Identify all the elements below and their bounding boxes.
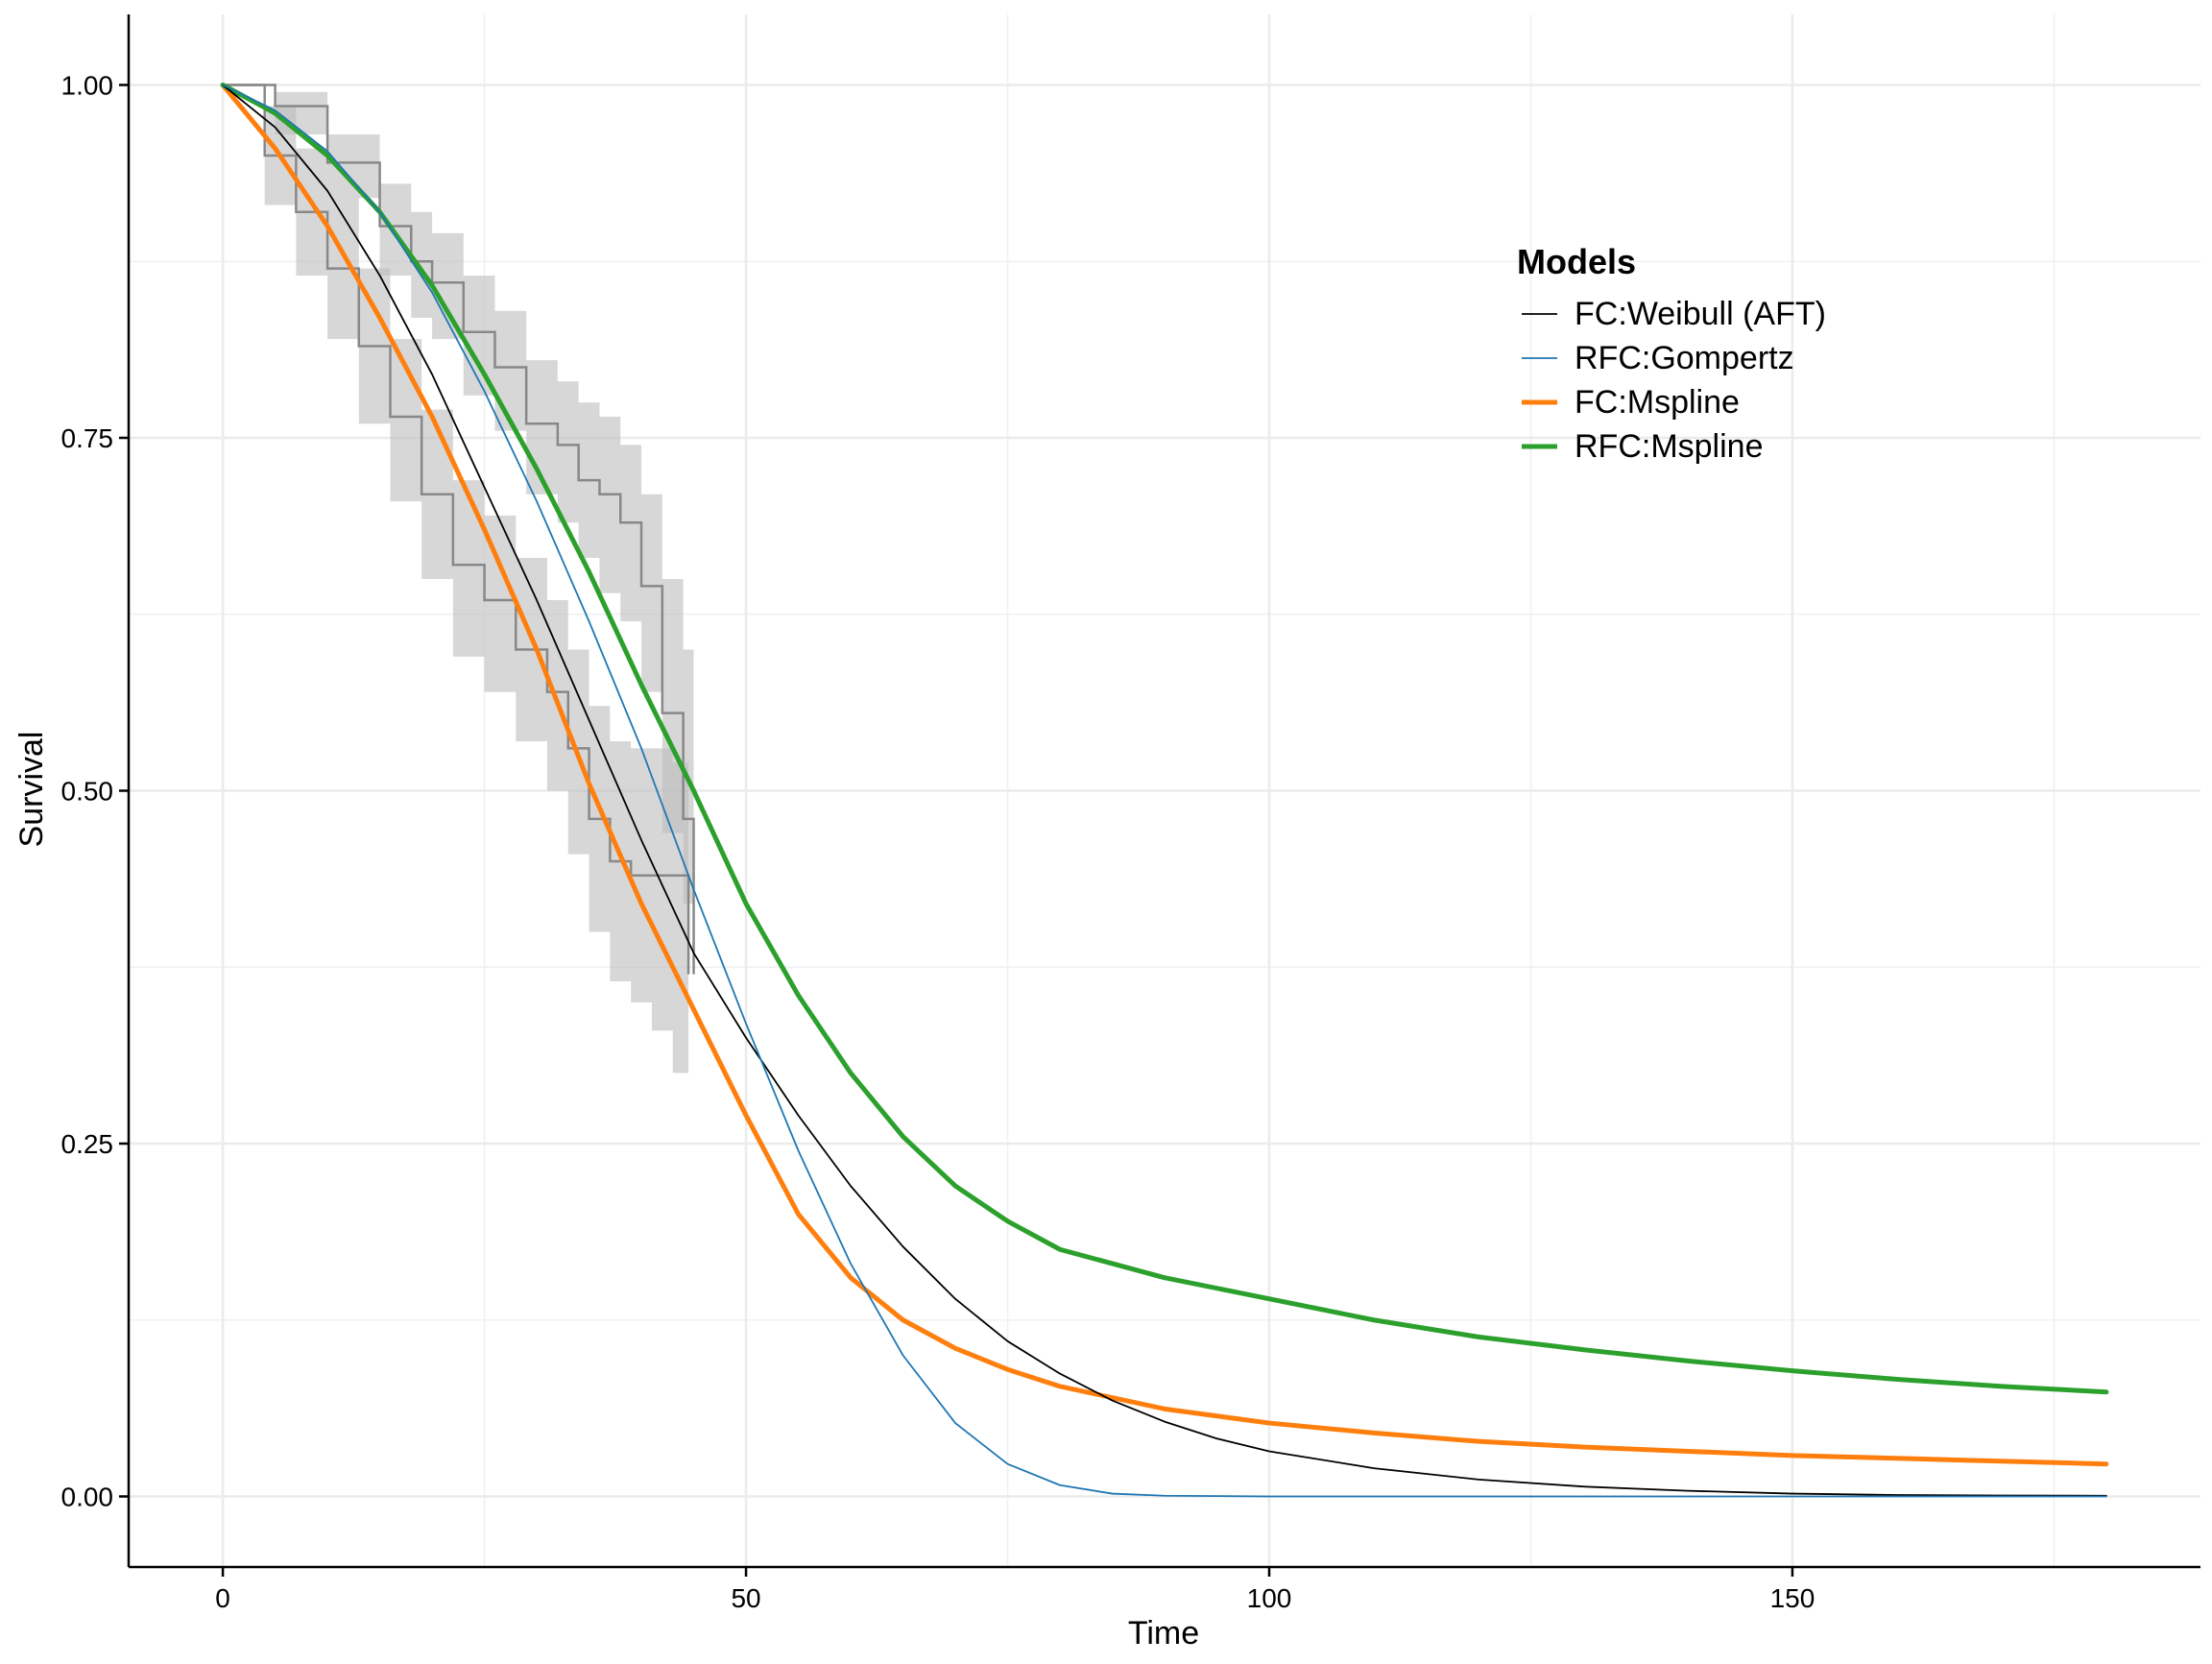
axis-layer: 0 50 100 150 0.00 0.25 0.50 0.75 1.00 — [61, 14, 2200, 1613]
km-step-curve — [223, 84, 695, 975]
km-confidence-band — [223, 84, 689, 1116]
km-confidence-band — [223, 84, 694, 932]
series-line-fc-mspline — [220, 83, 2109, 1467]
y-tick-label: 0.50 — [61, 777, 114, 807]
y-tick-label: 0.75 — [61, 423, 114, 453]
x-tick-label: 150 — [1770, 1583, 1815, 1613]
legend-title: Models — [1517, 242, 1636, 281]
y-tick-label: 0.25 — [61, 1129, 114, 1159]
x-tick-label: 100 — [1247, 1583, 1292, 1613]
km-band-layer — [223, 84, 694, 1116]
legend: Models FC:Weibull (AFT) RFC:Gompertz FC:Ms… — [1517, 242, 1826, 465]
legend-label: RFC:Mspline — [1575, 428, 1763, 465]
legend-label: RFC:Gompertz — [1575, 340, 1794, 376]
x-axis-label: Time — [1128, 1615, 1199, 1652]
y-tick-label: 1.00 — [61, 71, 114, 101]
series-layer — [220, 83, 2109, 1498]
y-tick-label: 0.00 — [61, 1483, 114, 1512]
legend-label: FC:Mspline — [1575, 384, 1740, 421]
x-tick-label: 0 — [215, 1583, 230, 1613]
series-line-fc-weibull-aft — [222, 84, 2107, 1497]
legend-label: FC:Weibull (AFT) — [1575, 296, 1826, 332]
x-tick-label: 50 — [731, 1583, 760, 1613]
series-line-rfc-gompertz — [222, 84, 2107, 1498]
series-line-rfc-mspline — [220, 83, 2109, 1395]
y-axis-label: Survival — [13, 732, 50, 848]
